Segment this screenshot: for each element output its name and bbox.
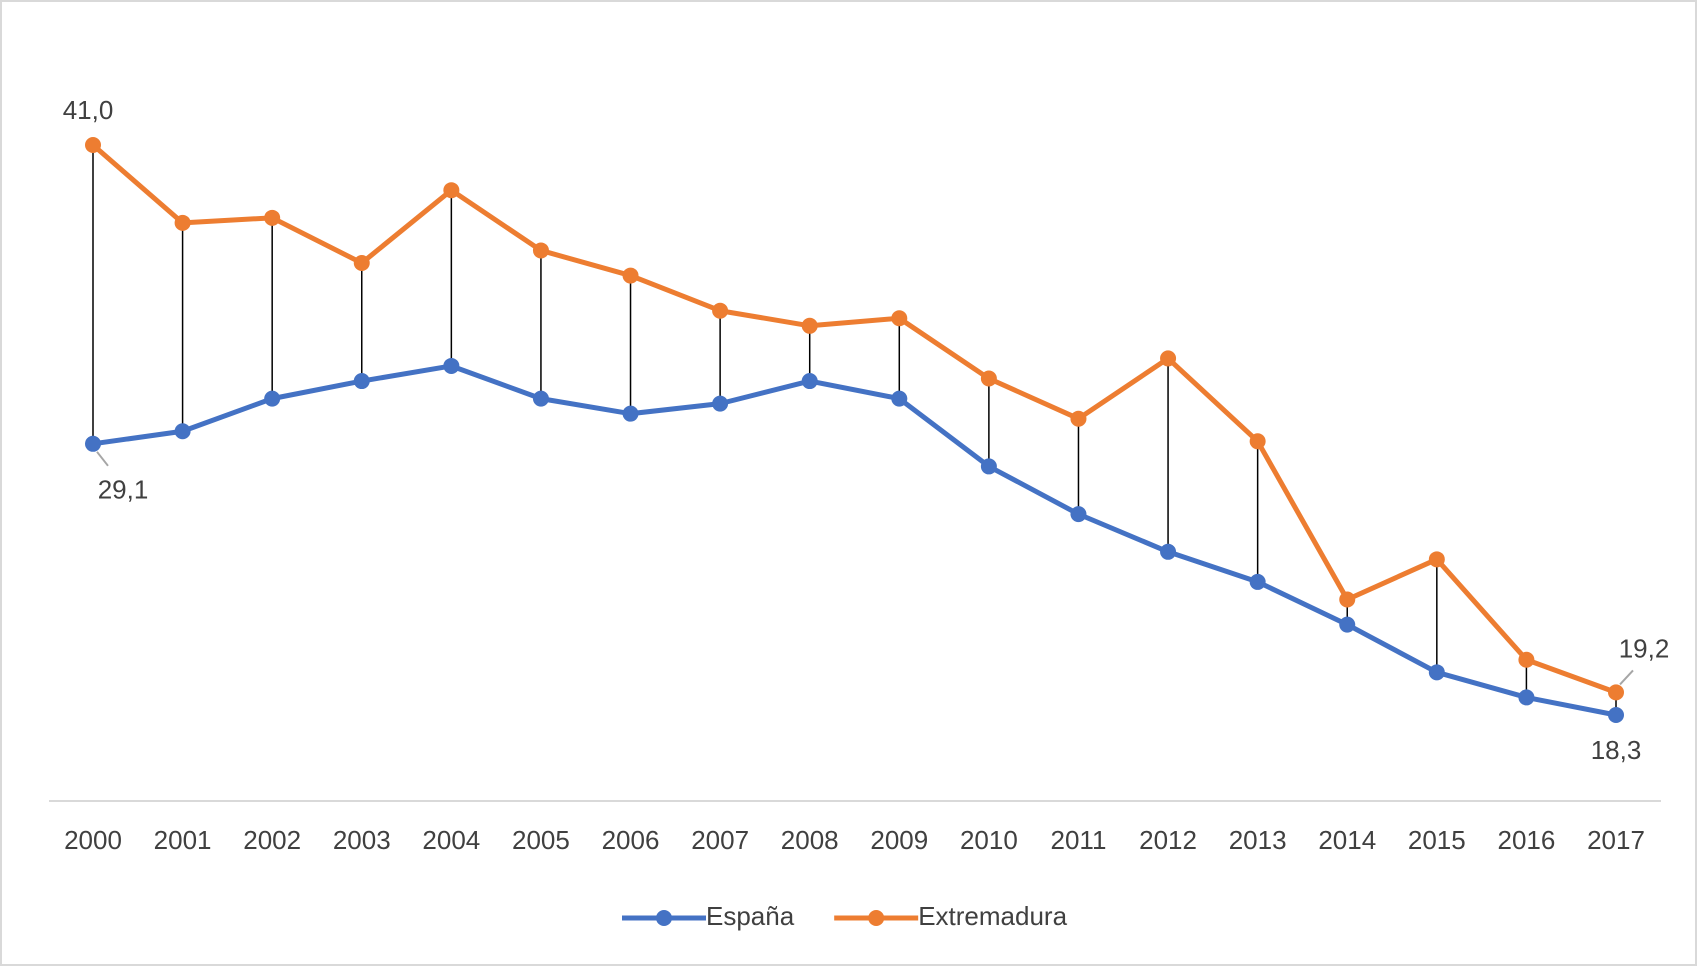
- data-label: 19,2: [1619, 633, 1670, 663]
- data-point: [1160, 350, 1177, 367]
- x-tick-label: 2001: [154, 825, 212, 855]
- x-tick-label: 2004: [422, 825, 480, 855]
- series-line: [91, 143, 1617, 695]
- data-point: [1518, 651, 1535, 668]
- leader-line: [96, 451, 109, 467]
- data-label: 18,3: [1591, 735, 1642, 765]
- x-tick-label: 2014: [1318, 825, 1376, 855]
- legend-label: Extremadura: [918, 901, 1067, 931]
- data-point: [1428, 551, 1445, 568]
- legend-marker: [868, 910, 885, 926]
- data-point: [353, 255, 370, 272]
- data-label: 29,1: [98, 475, 149, 505]
- data-point: [980, 458, 997, 475]
- x-tick-label: 2002: [243, 825, 301, 855]
- x-tick-label: 2011: [1051, 825, 1107, 855]
- data-point: [1070, 506, 1087, 523]
- data-point: [1249, 573, 1266, 590]
- x-tick-label: 2017: [1587, 825, 1645, 855]
- data-point: [1070, 410, 1087, 427]
- data-point: [1249, 433, 1266, 450]
- data-point: [264, 390, 281, 407]
- x-tick-label: 2003: [333, 825, 391, 855]
- data-point: [1339, 591, 1356, 608]
- leader-line: [1619, 669, 1634, 686]
- x-tick-label: 2006: [602, 825, 660, 855]
- x-tick-label: 2000: [64, 825, 122, 855]
- data-point: [85, 137, 101, 153]
- x-tick-label: 2005: [512, 825, 570, 855]
- data-point: [1518, 689, 1535, 706]
- data-point: [532, 390, 549, 407]
- x-tick-label: 2009: [870, 825, 928, 855]
- data-point: [443, 357, 460, 374]
- data-point: [1160, 543, 1177, 560]
- data-point: [801, 317, 818, 334]
- data-point: [353, 373, 370, 390]
- x-tick-label: 2013: [1229, 825, 1287, 855]
- data-point: [532, 242, 549, 259]
- data-point: [891, 310, 908, 327]
- data-point: [1339, 616, 1356, 633]
- data-label: 41,0: [63, 95, 114, 125]
- data-point: [801, 373, 818, 390]
- data-point: [174, 214, 191, 231]
- x-tick-label: 2007: [691, 825, 749, 855]
- legend-marker: [656, 910, 672, 926]
- data-point: [891, 390, 908, 407]
- data-point: [1428, 664, 1445, 681]
- data-point: [712, 302, 729, 319]
- x-tick-label: 2008: [781, 825, 839, 855]
- x-tick-label: 2016: [1497, 825, 1555, 855]
- data-point: [1608, 707, 1624, 723]
- data-point: [443, 182, 460, 199]
- data-point: [85, 435, 101, 452]
- data-point: [622, 267, 639, 284]
- data-point: [1608, 684, 1624, 701]
- data-point: [264, 209, 281, 226]
- x-tick-label: 2012: [1139, 825, 1197, 855]
- data-point: [980, 370, 997, 387]
- data-point: [712, 395, 729, 412]
- data-point: [622, 405, 639, 422]
- legend-label: España: [706, 901, 795, 931]
- x-tick-label: 2015: [1408, 825, 1466, 855]
- x-tick-label: 2010: [960, 825, 1018, 855]
- series-line: [92, 363, 1617, 718]
- data-point: [174, 423, 191, 440]
